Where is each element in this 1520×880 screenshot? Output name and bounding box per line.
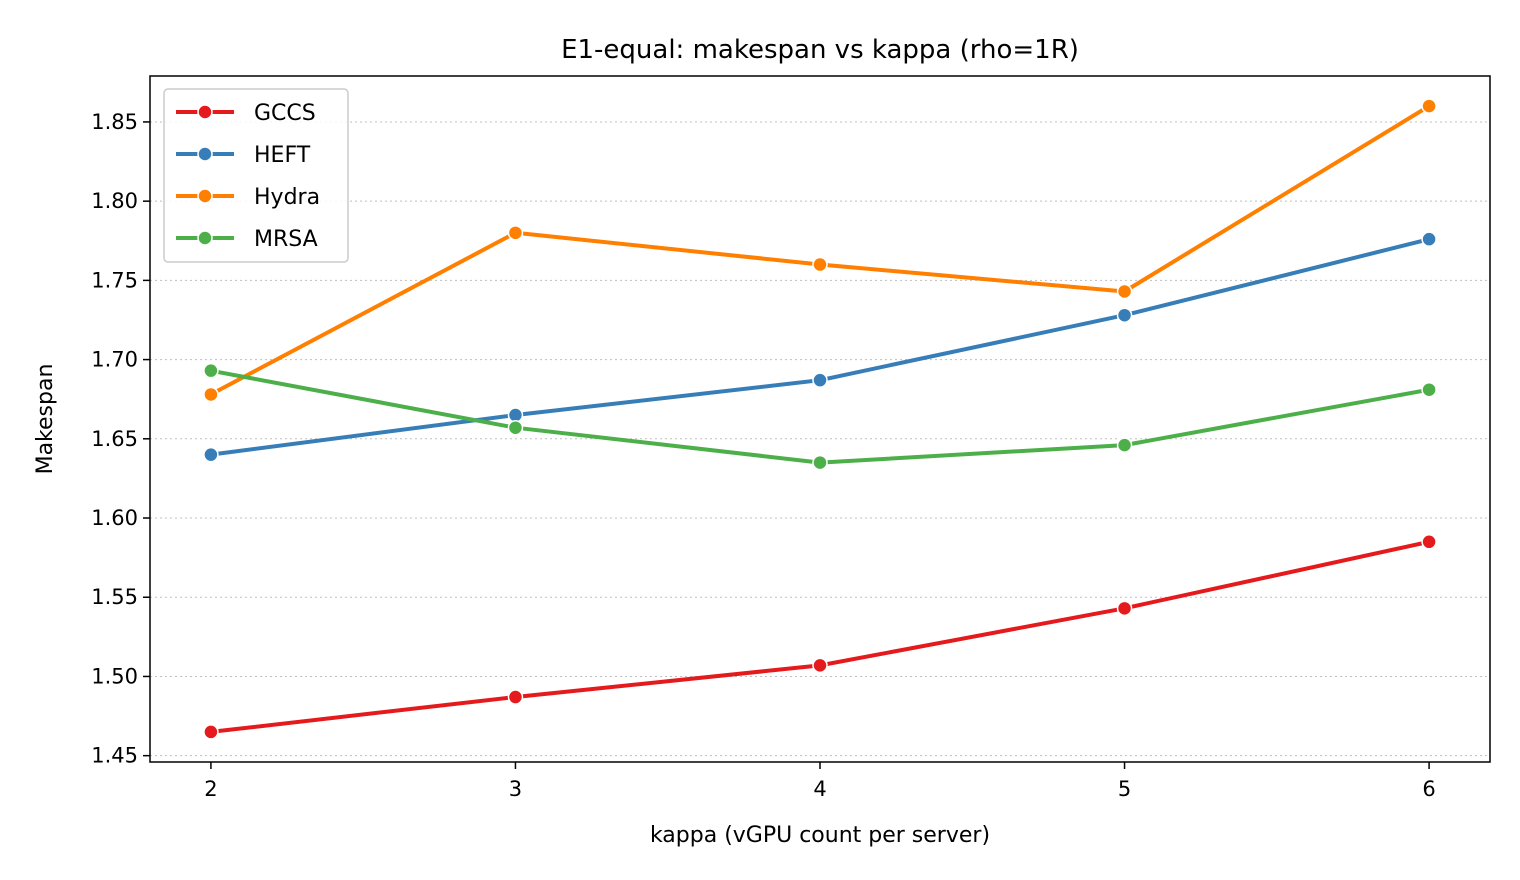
legend-marker-heft — [197, 146, 213, 162]
y-tick-label: 1.65 — [91, 427, 138, 451]
data-point-mrsa — [812, 454, 828, 471]
data-point-hydra — [203, 386, 219, 403]
series-line-hydra — [208, 104, 1432, 397]
x-axis-label: kappa (vGPU count per server) — [650, 823, 990, 848]
legend-label-hydra: Hydra — [254, 185, 320, 210]
data-point-hydra — [812, 256, 828, 273]
y-tick-label: 1.50 — [91, 664, 138, 688]
data-point-gccs — [1116, 600, 1133, 617]
legend-label-heft: HEFT — [254, 143, 311, 168]
legend-marker-hydra — [197, 188, 213, 204]
y-tick-label: 1.45 — [91, 744, 138, 768]
data-point-mrsa — [1421, 381, 1437, 398]
legend-marker-mrsa — [197, 230, 213, 246]
data-point-mrsa — [507, 419, 524, 436]
y-tick-label: 1.85 — [91, 110, 138, 134]
data-point-heft — [203, 446, 219, 463]
y-tick-label: 1.70 — [91, 348, 138, 372]
x-tick-label: 2 — [204, 777, 217, 801]
chart-title: E1-equal: makespan vs kappa (rho=1R) — [561, 35, 1079, 65]
x-tick-label: 6 — [1422, 777, 1435, 801]
x-tick-label: 3 — [509, 777, 522, 801]
data-point-heft — [812, 372, 828, 388]
data-point-gccs — [507, 689, 524, 705]
data-point-hydra — [1116, 283, 1133, 300]
legend-label-mrsa: MRSA — [254, 227, 318, 252]
legend-label-gccs: GCCS — [254, 101, 316, 126]
data-point-heft — [1421, 231, 1437, 247]
data-point-gccs — [203, 724, 219, 740]
y-axis-label: Makespan — [33, 364, 58, 475]
y-tick-label: 1.75 — [91, 268, 138, 292]
data-point-gccs — [1421, 534, 1437, 550]
data-point-heft — [507, 407, 524, 423]
data-point-hydra — [507, 225, 524, 241]
series-line-gccs — [208, 539, 1432, 734]
axis-ticks: 1.45 1.50 1.55 1.60 1.65 1.70 1.75 1.80 1.85 2 3 4 5… — [91, 110, 1436, 801]
data-point-mrsa — [1116, 437, 1133, 453]
x-tick-label: 4 — [813, 777, 826, 801]
series-layer — [203, 98, 1437, 740]
y-tick-label: 1.60 — [91, 506, 138, 530]
data-point-gccs — [812, 657, 828, 674]
data-point-hydra — [1421, 98, 1437, 114]
y-tick-label: 1.55 — [91, 585, 138, 609]
legend-marker-gccs — [197, 104, 213, 120]
y-tick-label: 1.80 — [91, 189, 138, 213]
data-point-mrsa — [203, 362, 219, 379]
legend: GCCS HEFT Hydra MRSA — [163, 88, 349, 263]
data-point-heft — [1116, 307, 1133, 323]
legend-box — [163, 88, 349, 263]
x-tick-label: 5 — [1118, 777, 1131, 801]
